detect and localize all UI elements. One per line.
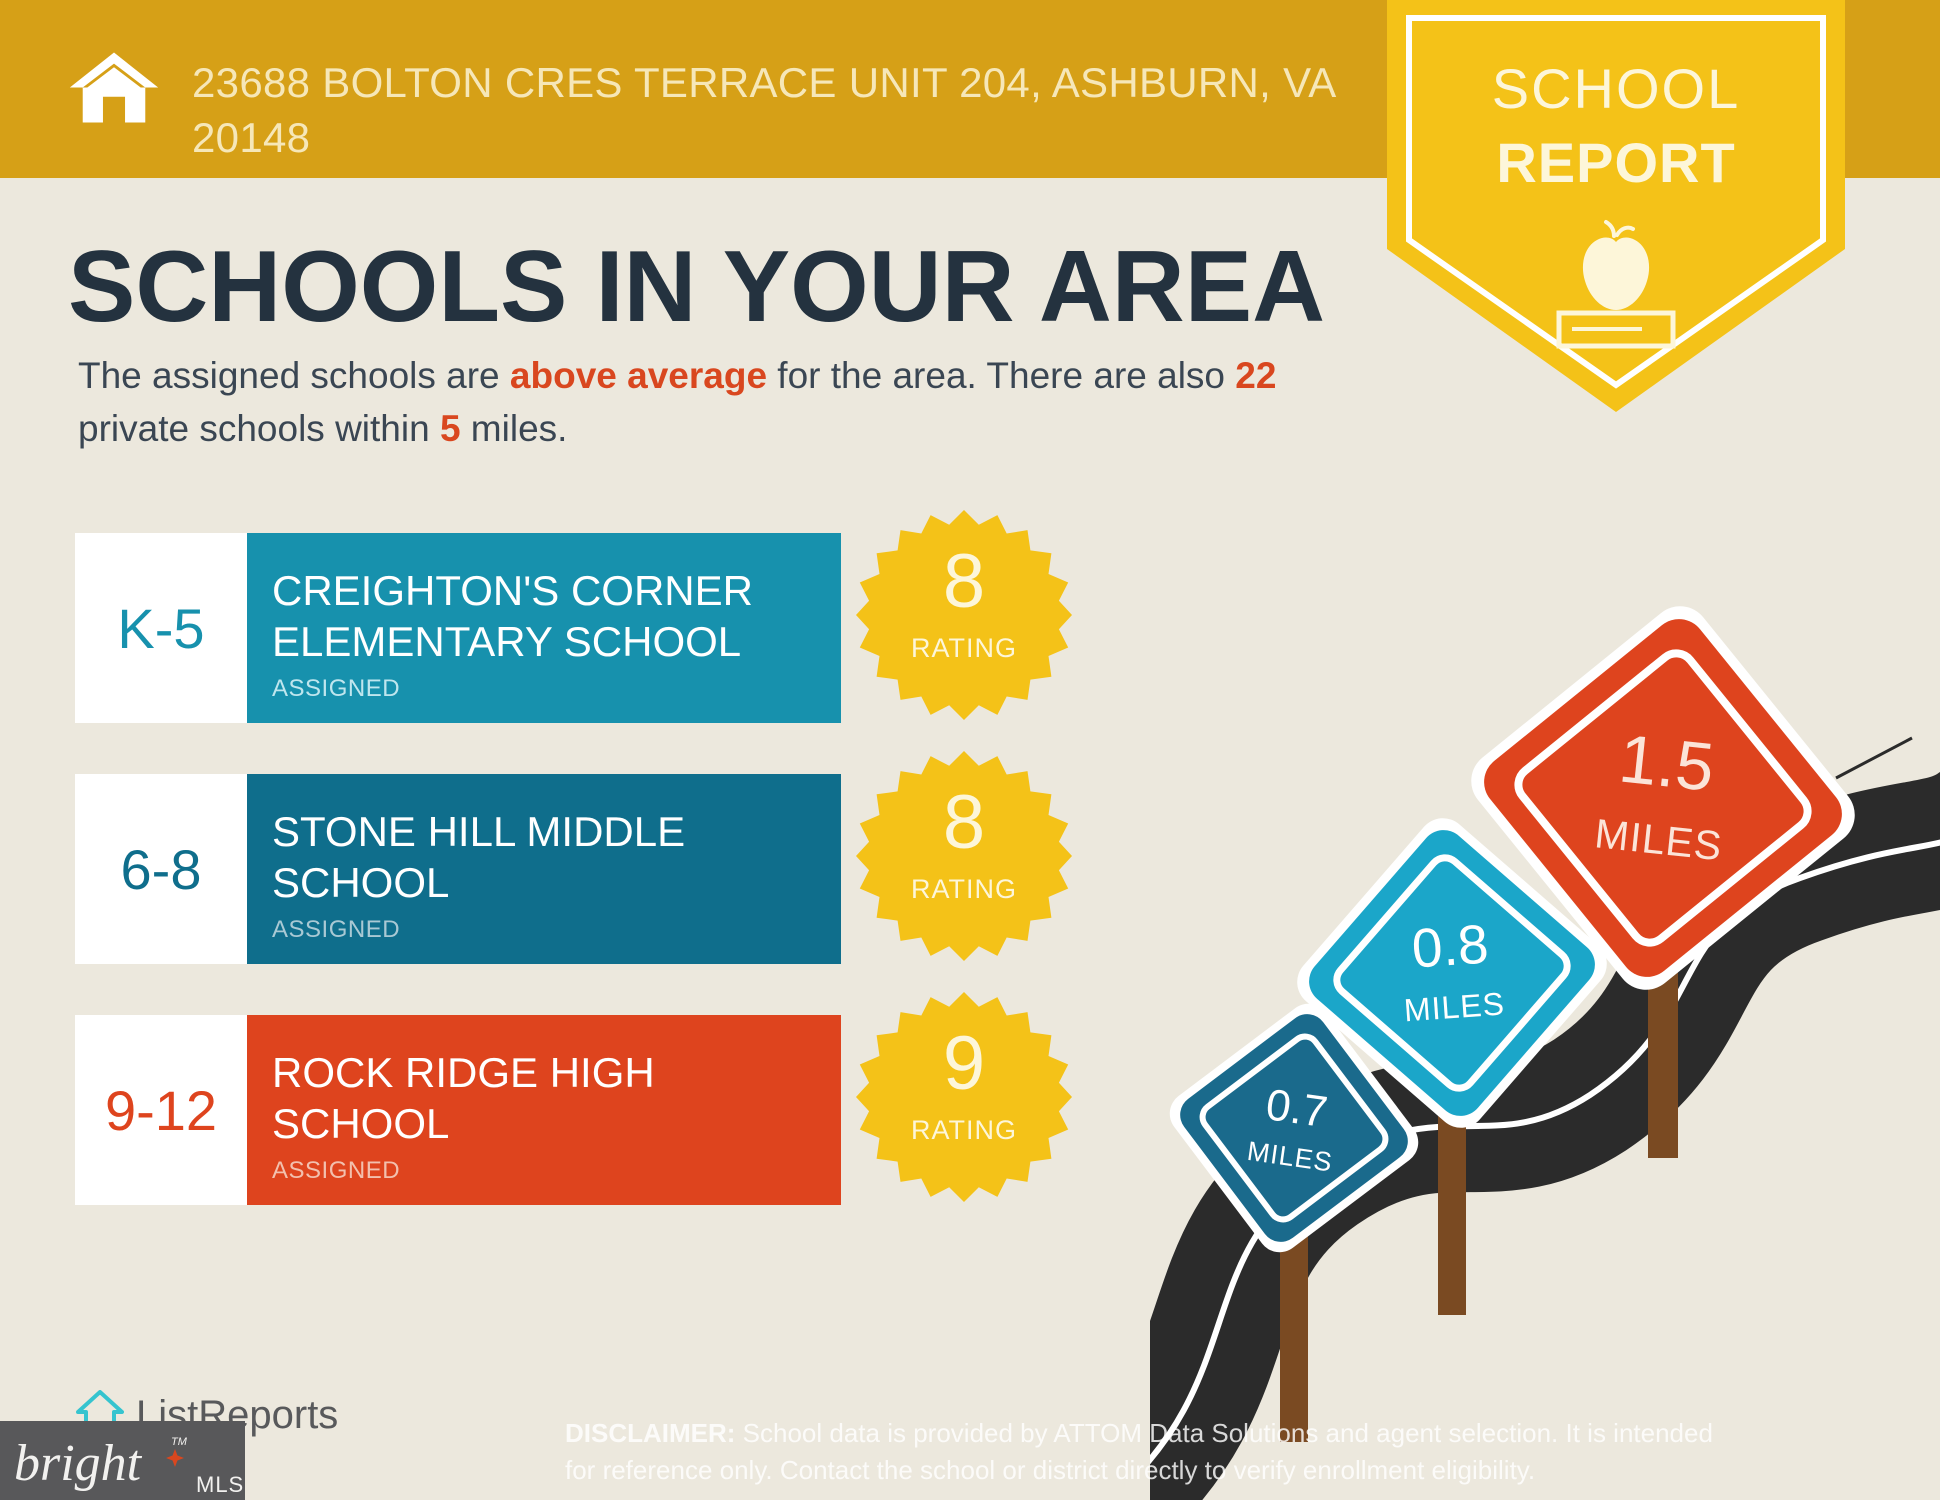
svg-text:8: 8	[943, 539, 985, 624]
svg-text:RATING: RATING	[911, 1115, 1017, 1145]
svg-text:8: 8	[943, 780, 985, 865]
svg-text:1.5: 1.5	[1616, 720, 1718, 805]
svg-text:0.7: 0.7	[1263, 1080, 1330, 1137]
svg-text:RATING: RATING	[911, 633, 1017, 663]
svg-text:RATING: RATING	[911, 874, 1017, 904]
svg-text:0.8: 0.8	[1410, 912, 1491, 979]
svg-text:MILES: MILES	[1403, 985, 1506, 1028]
svg-text:9: 9	[943, 1021, 985, 1106]
svg-text:SCHOOL: SCHOOL	[1492, 57, 1741, 120]
svg-text:REPORT: REPORT	[1496, 131, 1735, 194]
